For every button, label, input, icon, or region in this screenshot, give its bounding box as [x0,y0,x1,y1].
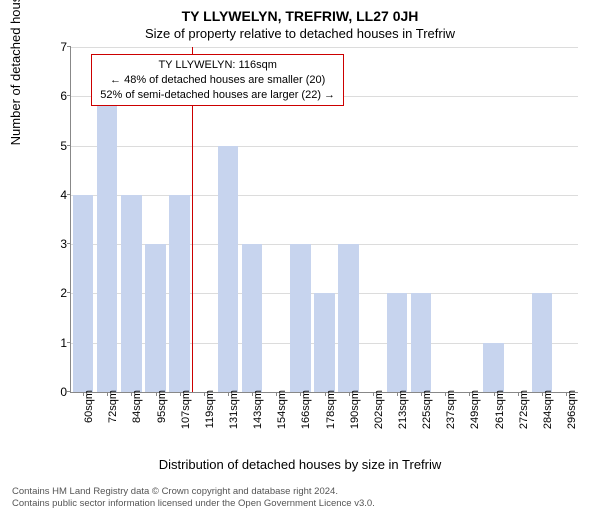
x-tick-label: 249sqm [469,351,481,390]
x-tick-label: 190sqm [349,351,361,390]
y-tick-label: 4 [49,188,67,202]
plot-area: Number of detached houses TY LLYWELYN: 1… [56,47,578,407]
bar [97,96,118,392]
x-tick-mark [397,392,398,396]
plot-canvas: TY LLYWELYN: 116sqm← 48% of detached hou… [70,47,578,393]
gridline [71,146,578,147]
footer-line-1: Contains HM Land Registry data © Crown c… [12,486,588,498]
x-tick-label: 166sqm [300,351,312,390]
x-tick-mark [566,392,567,396]
x-tick-label: 95sqm [156,357,168,390]
x-tick-mark [83,392,84,396]
x-tick-mark [349,392,350,396]
y-tick-mark [67,95,71,96]
x-tick-mark [373,392,374,396]
x-tick-mark [131,392,132,396]
annotation-box: TY LLYWELYN: 116sqm← 48% of detached hou… [91,54,344,107]
x-tick-label: 272sqm [518,351,530,390]
y-tick-label: 6 [49,89,67,103]
x-tick-label: 154sqm [276,351,288,390]
y-tick-mark [67,342,71,343]
gridline [71,47,578,48]
x-tick-label: 131sqm [228,351,240,390]
y-axis-label: Number of detached houses [8,0,23,145]
x-tick-mark [421,392,422,396]
x-tick-label: 261sqm [494,351,506,390]
footer-attribution: Contains HM Land Registry data © Crown c… [12,486,588,511]
x-tick-mark [494,392,495,396]
chart-subtitle: Size of property relative to detached ho… [12,26,588,41]
y-tick-label: 1 [49,336,67,350]
x-tick-label: 143sqm [252,351,264,390]
x-tick-label: 84sqm [131,357,143,390]
footer-line-2: Contains public sector information licen… [12,498,588,510]
x-tick-mark [300,392,301,396]
x-tick-label: 107sqm [180,351,192,390]
x-axis-label: Distribution of detached houses by size … [12,457,588,472]
y-tick-mark [67,145,71,146]
chart-container: TY LLYWELYN, TREFRIW, LL27 0JH Size of p… [0,0,600,500]
y-tick-mark [67,391,71,392]
gridline [71,195,578,196]
annotation-line: 52% of semi-detached houses are larger (… [100,88,335,103]
y-tick-label: 0 [49,385,67,399]
x-tick-mark [204,392,205,396]
y-tick-label: 5 [49,139,67,153]
x-tick-mark [325,392,326,396]
y-tick-label: 3 [49,237,67,251]
x-tick-label: 296sqm [566,351,578,390]
x-tick-label: 237sqm [445,351,457,390]
x-tick-label: 213sqm [397,351,409,390]
x-tick-mark [252,392,253,396]
y-tick-label: 7 [49,40,67,54]
y-tick-mark [67,243,71,244]
x-tick-mark [445,392,446,396]
x-tick-mark [518,392,519,396]
x-tick-mark [107,392,108,396]
x-tick-label: 225sqm [421,351,433,390]
x-tick-label: 60sqm [83,357,95,390]
annotation-line: ← 48% of detached houses are smaller (20… [100,73,335,88]
y-tick-mark [67,292,71,293]
x-tick-mark [180,392,181,396]
x-tick-label: 72sqm [107,357,119,390]
x-tick-label: 119sqm [204,352,216,390]
x-tick-mark [156,392,157,396]
x-tick-mark [228,392,229,396]
y-tick-label: 2 [49,286,67,300]
y-tick-mark [67,46,71,47]
x-tick-mark [276,392,277,396]
y-tick-mark [67,194,71,195]
annotation-line: TY LLYWELYN: 116sqm [100,58,335,73]
x-tick-mark [469,392,470,396]
chart-title: TY LLYWELYN, TREFRIW, LL27 0JH [12,8,588,24]
x-tick-label: 202sqm [373,351,385,390]
x-tick-label: 178sqm [325,351,337,390]
x-tick-label: 284sqm [542,351,554,390]
x-tick-mark [542,392,543,396]
